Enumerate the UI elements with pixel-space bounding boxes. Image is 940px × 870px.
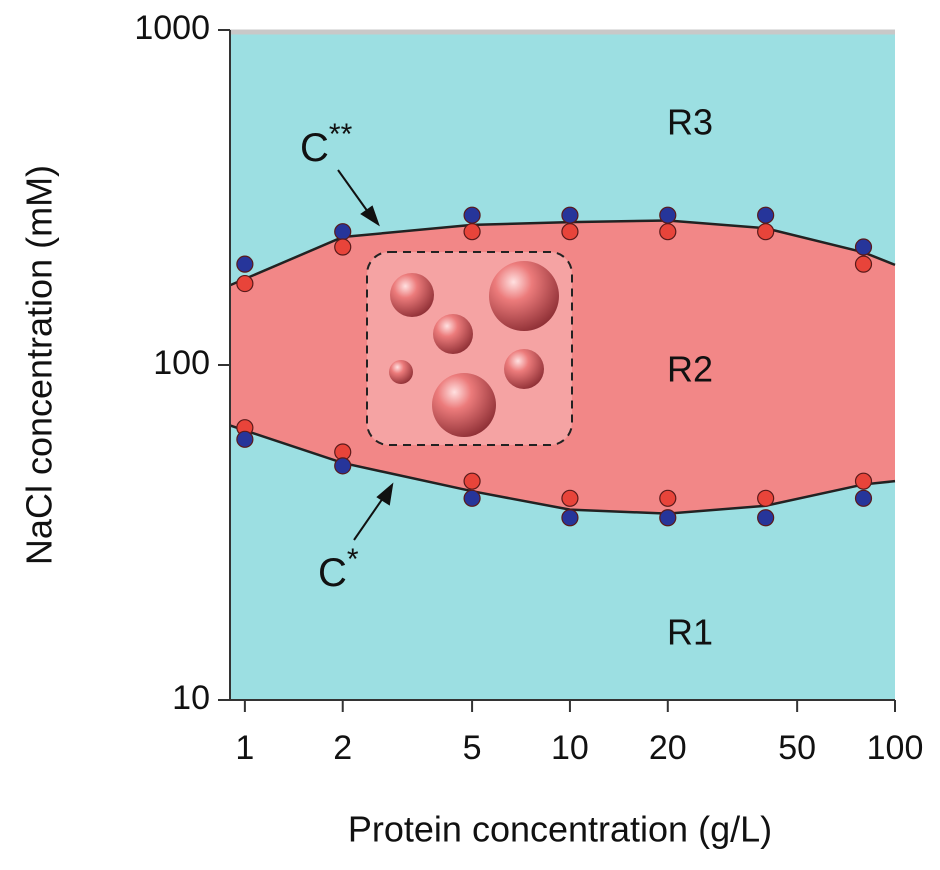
curve-label-base: C xyxy=(300,126,329,170)
y-axis-title: NaCl concentration (mM) xyxy=(19,165,60,565)
y-tick-label: 1000 xyxy=(134,9,210,47)
data-point xyxy=(236,430,254,448)
data-point xyxy=(463,472,481,490)
x-tick-label: 2 xyxy=(333,729,352,767)
data-point xyxy=(757,489,775,507)
data-point xyxy=(334,238,352,256)
data-point xyxy=(236,274,254,293)
arrow xyxy=(353,497,384,541)
curve-label: C* xyxy=(318,543,359,595)
data-point xyxy=(561,489,579,507)
data-point xyxy=(561,206,579,224)
data-point xyxy=(659,489,677,507)
x-tick-label: 1 xyxy=(235,729,254,767)
boundary-line xyxy=(229,219,896,287)
data-point xyxy=(757,206,775,224)
arrow-head xyxy=(376,482,394,506)
data-point xyxy=(334,457,352,475)
curve-label: C** xyxy=(300,118,353,170)
data-point xyxy=(757,223,775,241)
x-axis-title: Protein concentration (g/L) xyxy=(348,809,772,850)
data-point xyxy=(659,223,677,241)
data-point xyxy=(854,238,873,256)
region-label: R3 xyxy=(667,102,713,143)
data-point xyxy=(463,489,481,507)
region-label: R2 xyxy=(667,349,713,390)
x-tick-label: 20 xyxy=(649,729,687,767)
data-point xyxy=(854,489,873,507)
droplet xyxy=(432,373,496,437)
arrow xyxy=(337,169,369,213)
droplet xyxy=(389,360,413,384)
boundary-line xyxy=(229,424,896,515)
curve-label-superscript: ** xyxy=(329,118,353,151)
droplet xyxy=(433,314,473,354)
data-point xyxy=(854,255,873,273)
droplet-inset xyxy=(366,251,573,446)
y-tick-label: 100 xyxy=(153,344,210,382)
data-point xyxy=(463,206,481,224)
data-point xyxy=(757,509,775,527)
droplet xyxy=(504,349,544,389)
curve-label-superscript: * xyxy=(347,543,359,576)
x-tick-label: 10 xyxy=(551,729,589,767)
arrows xyxy=(337,169,394,541)
y-tick-label: 10 xyxy=(172,679,210,717)
data-point xyxy=(561,223,579,241)
data-point xyxy=(854,472,873,490)
data-point xyxy=(236,255,254,273)
curve-label-base: C xyxy=(318,551,347,595)
data-point xyxy=(463,223,481,241)
data-point xyxy=(334,223,352,241)
region-label: R1 xyxy=(667,612,713,653)
data-point xyxy=(561,509,579,527)
arrow-head xyxy=(360,205,380,227)
x-tick-label: 100 xyxy=(867,729,924,767)
x-tick-label: 50 xyxy=(778,729,816,767)
x-tick-label: 5 xyxy=(463,729,482,767)
data-point xyxy=(659,206,677,224)
data-point xyxy=(659,509,677,527)
droplet xyxy=(489,261,559,331)
droplet xyxy=(390,273,434,317)
